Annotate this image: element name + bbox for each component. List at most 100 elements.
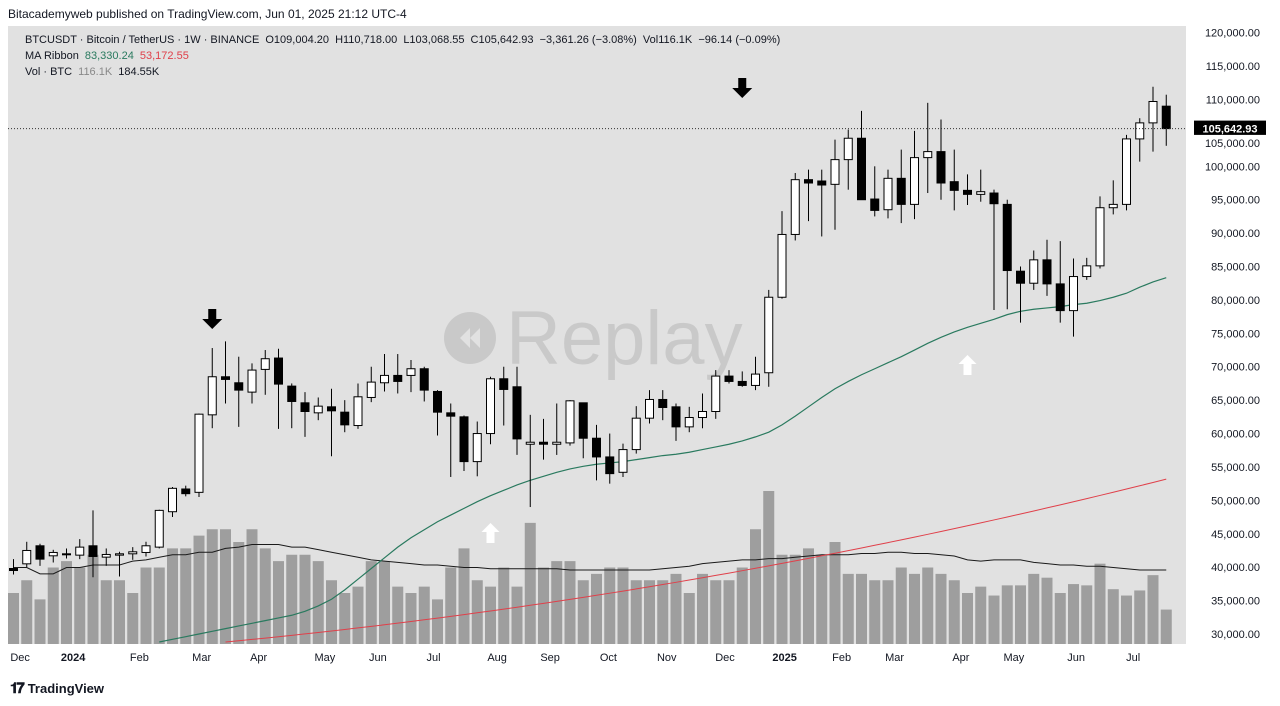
volume-legend: Vol · BTC 116.1K 184.55K — [25, 64, 162, 80]
candle-body — [684, 417, 694, 428]
x-tick-label: Dec — [715, 652, 735, 664]
y-tick-label: 30,000.00 — [1211, 629, 1260, 641]
candle — [353, 383, 363, 429]
ma-slow-line — [225, 478, 1167, 643]
symbol-title[interactable]: BTCUSDT · Bitcoin / TetherUS · 1W · BINA… — [25, 34, 260, 46]
buy-arrow-icon — [481, 523, 500, 543]
volume-bar — [498, 567, 510, 644]
candle — [1095, 196, 1105, 269]
volume-label[interactable]: Vol · BTC — [25, 66, 73, 78]
volume-bar — [591, 573, 602, 644]
volume-bar — [326, 580, 337, 644]
y-tick-label: 105,000.00 — [1205, 138, 1260, 150]
volume-bar — [697, 573, 708, 644]
ma-ribbon-label[interactable]: MA Ribbon — [25, 50, 79, 62]
candle — [764, 289, 774, 387]
volume-bar — [1160, 609, 1172, 644]
candle — [963, 174, 972, 206]
candle-body — [578, 402, 588, 439]
volume-bar — [657, 580, 669, 644]
volume-bar — [1068, 584, 1079, 644]
volume-bar — [1094, 563, 1106, 644]
candle-body — [287, 385, 297, 402]
candle — [62, 548, 71, 559]
candle-body — [618, 449, 628, 473]
candle-body — [234, 382, 244, 391]
y-tick-label: 40,000.00 — [1211, 562, 1260, 574]
candle — [896, 149, 906, 224]
x-tick-label: Jun — [1067, 652, 1085, 664]
volume-bar — [803, 548, 814, 644]
volume-bar — [776, 554, 788, 644]
volume-bar — [273, 561, 284, 644]
candle — [910, 130, 919, 220]
candle-body — [936, 151, 946, 184]
volume-bar — [1147, 575, 1159, 644]
tradingview-logo[interactable]: 𝟏𝟕 TradingView — [10, 680, 104, 697]
candle — [472, 421, 482, 477]
volume-bar — [962, 593, 973, 644]
candle — [300, 392, 310, 437]
volume-bar — [246, 529, 258, 644]
volume-bar — [869, 580, 881, 644]
volume-bar — [180, 548, 192, 644]
volume-bar — [445, 567, 457, 644]
candle-body — [327, 406, 336, 412]
replay-watermark-text: Replay — [506, 296, 743, 381]
candle-body — [300, 402, 310, 412]
candle — [168, 486, 177, 518]
volume-bar — [630, 580, 642, 644]
volume-bar — [1001, 585, 1013, 644]
y-tick-label: 120,000.00 — [1205, 28, 1260, 40]
volume-bar — [683, 593, 695, 644]
candle-body — [22, 549, 32, 565]
symbol-legend: BTCUSDT · Bitcoin / TetherUS · 1W · BINA… — [25, 32, 783, 48]
candle-body — [115, 553, 124, 556]
volume-bar — [312, 561, 324, 644]
candle — [35, 543, 45, 566]
volume-bar — [710, 580, 722, 644]
candle — [817, 169, 827, 237]
candle — [645, 390, 654, 424]
candle-body — [631, 417, 641, 451]
volume-bar — [524, 522, 536, 644]
volume-bar — [206, 529, 218, 644]
volume-bar — [577, 580, 589, 644]
volume-bar — [233, 542, 245, 644]
volume-bar — [895, 567, 907, 644]
candle — [525, 414, 535, 508]
ma-ribbon-legend: MA Ribbon 83,330.24 53,172.55 — [25, 48, 192, 64]
candle — [327, 388, 336, 457]
candle — [101, 548, 111, 566]
candle — [976, 169, 986, 202]
candle-body — [1055, 283, 1065, 312]
volume-bar — [471, 580, 483, 644]
volume-bar — [21, 580, 33, 644]
candle — [128, 547, 138, 560]
volume-bar — [829, 542, 841, 644]
candle-body — [923, 151, 933, 159]
candle-body — [1095, 207, 1105, 267]
y-tick-label: 110,000.00 — [1206, 94, 1260, 106]
volume-bar — [485, 586, 496, 644]
candle-body — [48, 551, 58, 557]
x-tick-label: Mar — [192, 652, 211, 664]
candle — [539, 418, 548, 460]
volume-bar — [551, 561, 563, 644]
candle-body — [221, 376, 230, 380]
legend-vol: Vol116.1K — [642, 34, 693, 46]
candle-body — [804, 179, 813, 184]
chart-canvas[interactable]: Replay 120,000.00 115,000.00 110,000.00 105,… — [8, 26, 1270, 670]
legend-high: H110,718.00 — [335, 34, 398, 46]
sell-arrow-icon — [202, 309, 223, 329]
candle-body — [645, 398, 654, 419]
y-tick-label: 55,000.00 — [1211, 462, 1260, 474]
volume-bar — [1015, 585, 1026, 644]
candle — [1002, 199, 1012, 310]
chart-frame[interactable]: Replay 120,000.00 115,000.00 110,000.00 105,… — [8, 26, 1270, 670]
volume-bar — [74, 567, 86, 644]
candle-body — [1016, 270, 1025, 284]
volume-bar — [856, 573, 867, 644]
current-price-tag — [1194, 120, 1266, 137]
x-tick-label: 2024 — [61, 652, 86, 664]
